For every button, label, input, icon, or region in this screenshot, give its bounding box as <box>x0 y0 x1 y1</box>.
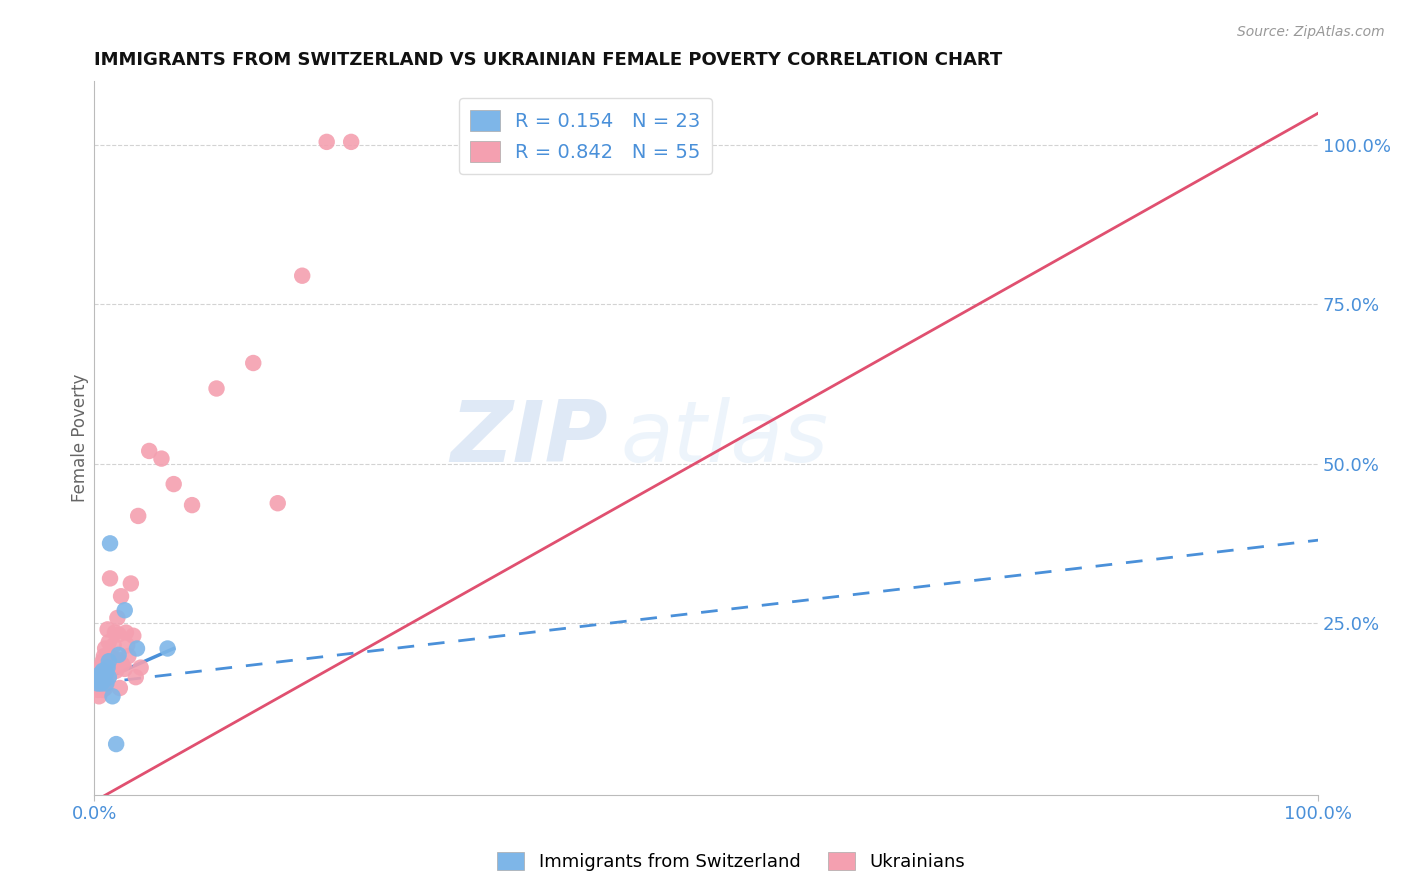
Point <box>111 657 134 672</box>
Text: Source: ZipAtlas.com: Source: ZipAtlas.com <box>1237 25 1385 39</box>
Point <box>129 660 152 674</box>
Point <box>91 670 114 684</box>
Y-axis label: Female Poverty: Female Poverty <box>72 374 89 502</box>
Point <box>107 627 129 641</box>
Point <box>117 649 139 664</box>
Point <box>340 135 363 149</box>
Point <box>97 660 120 674</box>
Point <box>114 662 136 676</box>
Point <box>90 676 112 690</box>
Point <box>104 625 127 640</box>
Point <box>163 477 186 491</box>
Text: IMMIGRANTS FROM SWITZERLAND VS UKRAINIAN FEMALE POVERTY CORRELATION CHART: IMMIGRANTS FROM SWITZERLAND VS UKRAINIAN… <box>94 51 1002 69</box>
Point <box>315 135 337 149</box>
Point <box>100 660 122 674</box>
Point <box>156 641 179 656</box>
Point <box>115 625 138 640</box>
Point <box>105 611 128 625</box>
Point <box>94 641 117 656</box>
Point <box>107 653 129 667</box>
Point <box>90 658 112 673</box>
Point <box>89 667 111 681</box>
Point <box>96 665 118 680</box>
Point <box>138 444 160 458</box>
Legend: R = 0.154   N = 23, R = 0.842   N = 55: R = 0.154 N = 23, R = 0.842 N = 55 <box>458 98 713 174</box>
Point <box>90 669 112 683</box>
Text: atlas: atlas <box>620 397 828 480</box>
Point <box>93 649 115 664</box>
Point <box>105 664 128 678</box>
Point <box>97 635 120 649</box>
Point <box>87 673 110 688</box>
Point <box>205 382 228 396</box>
Point <box>90 668 112 682</box>
Point <box>93 676 115 690</box>
Point <box>107 648 129 662</box>
Point <box>101 651 124 665</box>
Point <box>108 681 131 695</box>
Point <box>242 356 264 370</box>
Point <box>98 664 121 678</box>
Point <box>91 654 114 668</box>
Point <box>89 670 111 684</box>
Point <box>90 672 112 686</box>
Point <box>93 672 115 686</box>
Point <box>98 536 121 550</box>
Legend: Immigrants from Switzerland, Ukrainians: Immigrants from Switzerland, Ukrainians <box>491 845 972 879</box>
Point <box>91 674 114 689</box>
Point <box>94 667 117 681</box>
Point <box>87 682 110 697</box>
Point <box>101 690 124 704</box>
Point <box>97 670 120 684</box>
Point <box>97 654 120 668</box>
Point <box>291 268 314 283</box>
Point <box>96 665 118 680</box>
Point <box>87 690 110 704</box>
Point <box>89 672 111 686</box>
Point <box>98 571 121 585</box>
Point <box>125 670 148 684</box>
Point <box>89 662 111 676</box>
Point <box>94 681 117 695</box>
Point <box>150 451 173 466</box>
Point <box>110 589 132 603</box>
Text: ZIP: ZIP <box>450 397 609 480</box>
Point <box>97 623 120 637</box>
Point <box>89 681 111 695</box>
Point <box>96 674 118 689</box>
Point <box>86 676 108 690</box>
Point <box>97 670 120 684</box>
Point <box>96 676 118 690</box>
Point <box>91 664 114 678</box>
Point <box>181 498 204 512</box>
Point <box>105 737 128 751</box>
Point <box>90 680 112 694</box>
Point <box>91 682 114 697</box>
Point <box>87 664 110 678</box>
Point <box>267 496 290 510</box>
Point <box>120 576 142 591</box>
Point <box>127 508 149 523</box>
Point <box>114 603 136 617</box>
Point <box>115 638 138 652</box>
Point <box>103 638 125 652</box>
Point <box>125 641 148 656</box>
Point <box>87 676 110 690</box>
Point <box>122 629 145 643</box>
Point <box>87 673 110 688</box>
